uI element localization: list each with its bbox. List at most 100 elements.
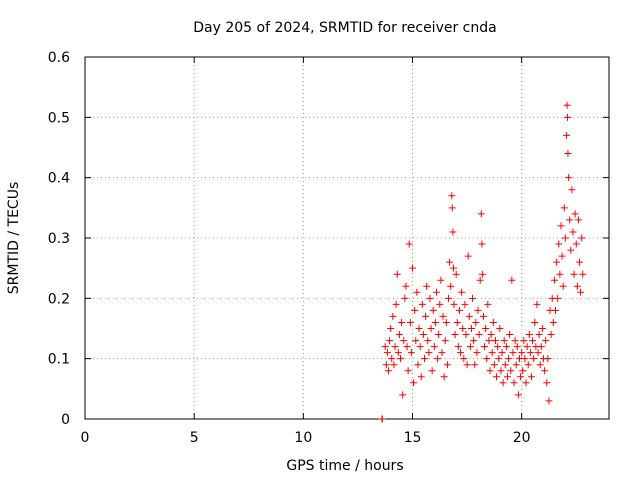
- data-point: [384, 367, 392, 375]
- data-point: [514, 391, 522, 399]
- data-point: [409, 264, 416, 272]
- data-point: [416, 343, 424, 351]
- data-point: [418, 300, 426, 308]
- data-point: [425, 349, 433, 357]
- data-point: [568, 186, 576, 194]
- data-point: [455, 306, 463, 314]
- data-point: [553, 258, 561, 266]
- data-point: [498, 349, 506, 357]
- data-point: [576, 258, 584, 266]
- data-point: [395, 331, 403, 339]
- data-point: [388, 355, 396, 363]
- data-point: [491, 337, 499, 345]
- data-point: [427, 325, 435, 332]
- data-point: [521, 355, 529, 363]
- data-point: [401, 294, 409, 302]
- data-point: [403, 343, 411, 351]
- data-point: [428, 367, 436, 375]
- data-point: [396, 355, 404, 363]
- x-tick-label: 10: [294, 430, 312, 446]
- data-point: [424, 337, 432, 345]
- grid-layer: [85, 57, 609, 419]
- data-point: [381, 343, 389, 351]
- points-layer: [378, 101, 587, 423]
- data-point: [534, 349, 542, 357]
- data-point: [522, 379, 530, 387]
- data-point: [502, 343, 510, 351]
- data-point: [482, 325, 490, 332]
- data-point: [438, 349, 446, 357]
- data-point: [386, 337, 394, 345]
- y-tick-label: 0.3: [48, 231, 70, 247]
- data-point: [434, 355, 442, 363]
- data-point: [531, 318, 539, 326]
- data-point: [543, 379, 551, 387]
- data-point: [405, 240, 413, 248]
- data-point: [473, 349, 481, 357]
- data-point: [399, 391, 407, 399]
- data-point: [417, 373, 425, 381]
- data-point: [421, 355, 429, 363]
- data-point: [564, 113, 572, 121]
- data-point: [562, 131, 570, 139]
- data-point: [475, 331, 483, 339]
- chart-title: Day 205 of 2024, SRMTID for receiver cnd…: [193, 20, 496, 36]
- data-point: [564, 150, 572, 158]
- data-point: [477, 210, 485, 218]
- data-point: [489, 318, 497, 326]
- data-point: [490, 361, 498, 369]
- data-point: [486, 367, 494, 375]
- data-point: [383, 349, 391, 357]
- data-point: [542, 337, 550, 345]
- data-point: [483, 355, 491, 363]
- data-point: [391, 343, 399, 351]
- data-point: [527, 373, 535, 381]
- data-point: [411, 306, 419, 314]
- data-point: [415, 325, 423, 332]
- data-point: [574, 216, 582, 224]
- data-point: [484, 300, 492, 308]
- data-point: [392, 300, 400, 308]
- data-point: [443, 361, 451, 369]
- data-point: [465, 312, 473, 320]
- tick-layer: 0 5 10 15 20 0 0.1 0.2 0.3 0.4 0.5 0.6: [48, 50, 609, 446]
- data-point: [451, 331, 459, 339]
- data-point: [479, 312, 487, 320]
- data-point: [413, 288, 421, 296]
- data-point: [537, 343, 545, 351]
- data-point: [429, 306, 437, 314]
- data-point: [565, 174, 573, 182]
- data-point: [440, 373, 448, 381]
- data-point: [463, 361, 471, 369]
- data-point: [520, 337, 528, 345]
- data-point: [499, 379, 507, 387]
- data-point: [404, 367, 412, 375]
- data-point: [433, 288, 441, 296]
- data-point: [406, 318, 414, 326]
- data-point: [448, 192, 456, 200]
- data-point: [559, 282, 567, 290]
- data-point: [519, 367, 527, 375]
- data-point: [452, 270, 460, 278]
- data-point: [431, 318, 439, 326]
- data-point: [509, 349, 517, 357]
- data-point: [439, 312, 447, 320]
- data-point: [541, 367, 549, 375]
- data-point: [530, 355, 538, 363]
- data-point: [510, 379, 518, 387]
- data-point: [459, 325, 467, 332]
- data-point: [478, 240, 486, 248]
- data-point: [566, 216, 574, 224]
- x-tick-label: 15: [404, 430, 422, 446]
- data-point: [497, 367, 505, 375]
- data-point: [445, 294, 453, 302]
- data-point: [389, 312, 397, 320]
- data-point: [508, 276, 516, 284]
- data-point: [446, 258, 454, 266]
- data-point: [496, 325, 504, 332]
- data-point: [464, 252, 472, 260]
- data-point: [577, 288, 585, 296]
- data-point: [523, 343, 531, 351]
- data-point: [467, 325, 475, 332]
- data-point: [454, 343, 462, 351]
